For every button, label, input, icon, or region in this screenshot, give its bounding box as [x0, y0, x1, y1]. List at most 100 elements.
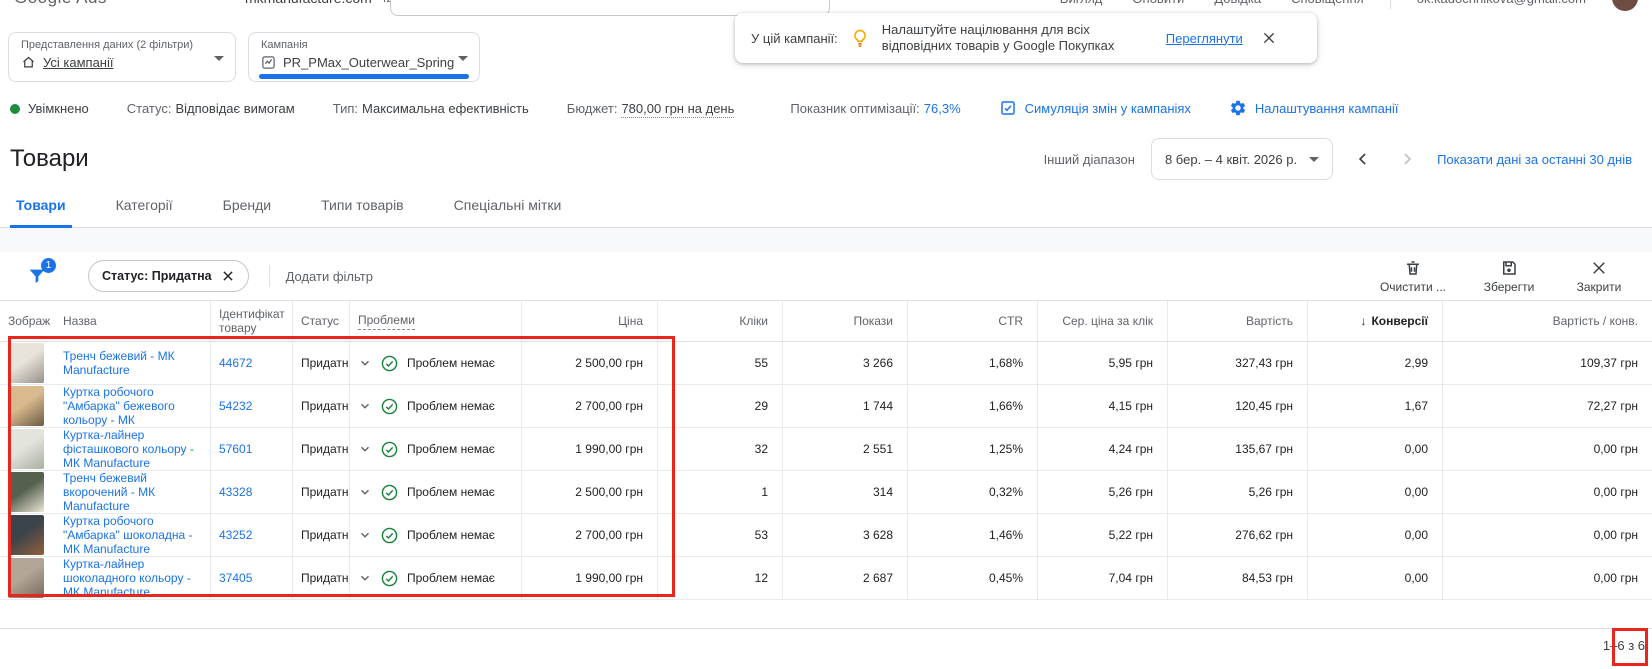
save-button[interactable]: Зберегти [1482, 259, 1536, 294]
table-row[interactable]: Тренч бежевий вкорочений - МК Manufactur… [0, 471, 1652, 514]
campaign-budget[interactable]: Бюджет: 780,00 грн на день [566, 100, 735, 118]
product-name-link[interactable]: Куртка-лайнер шоколадного кольору - МК M… [63, 557, 191, 599]
product-id-link[interactable]: 43252 [219, 528, 253, 542]
column-image[interactable]: Зображ [8, 314, 51, 328]
menu-view[interactable]: Вигляд [1060, 0, 1103, 6]
clear-filters-button[interactable]: Очистити ... [1380, 259, 1446, 294]
cost-per-conv-cell: 0,00 грн [1442, 514, 1652, 556]
check-circle-icon [381, 441, 398, 458]
enabled-status[interactable]: Увімкнено [10, 101, 89, 116]
product-id-link[interactable]: 37405 [219, 571, 253, 585]
chevron-down-icon[interactable] [358, 528, 372, 542]
chevron-down-icon [458, 56, 468, 61]
conversions-cell: 0,00 [1307, 557, 1442, 599]
chevron-down-icon[interactable] [358, 442, 372, 456]
avg-cpc-cell: 5,26 грн [1037, 471, 1167, 513]
column-avg-cpc[interactable]: Сер. ціна за клік [1037, 301, 1167, 341]
tab-custom-labels[interactable]: Спеціальні мітки [453, 197, 562, 213]
product-name-link[interactable]: Куртка-лайнер фісташкового кольору - МК … [63, 428, 194, 470]
column-clicks[interactable]: Кліки [657, 301, 782, 341]
check-circle-icon [381, 355, 398, 372]
status-cell: Придатна [292, 342, 349, 384]
issues-text: Проблем немає [407, 356, 495, 370]
product-id-link[interactable]: 57601 [219, 442, 253, 456]
avg-cpc-cell: 4,15 грн [1037, 385, 1167, 427]
tab-categories[interactable]: Категорії [115, 197, 173, 213]
close-button[interactable]: Закрити [1572, 259, 1626, 294]
chevron-down-icon[interactable] [358, 571, 372, 585]
product-status: Придатна [301, 399, 349, 413]
tab-products[interactable]: Товари [10, 197, 72, 228]
filter-funnel-icon[interactable]: 1 [26, 258, 56, 287]
column-ctr[interactable]: CTR [907, 301, 1037, 341]
column-cost-per-conv[interactable]: Вартість / конв. [1442, 301, 1652, 341]
chevron-down-icon[interactable] [358, 399, 372, 413]
status-cell: Придатна [292, 514, 349, 556]
tabs-bar: Товари Категорії Бренди Типи товарів Спе… [0, 181, 1652, 228]
image-cell [0, 428, 55, 470]
issues-cell: Проблем немає [349, 342, 521, 384]
avatar[interactable] [1612, 0, 1638, 11]
date-range-dropdown[interactable]: 8 бер. – 4 квіт. 2026 р. [1150, 138, 1334, 180]
google-ads-logo: Google Ads [14, 0, 219, 8]
campaign-icon [261, 55, 276, 70]
column-cost[interactable]: Вартість [1167, 301, 1307, 341]
table-row[interactable]: Куртка-лайнер фісташкового кольору - МК … [0, 428, 1652, 471]
product-id-link[interactable]: 44672 [219, 356, 253, 370]
campaign-type: Тип: Максимальна ефективність [332, 100, 529, 116]
id-cell: 44672 [210, 342, 292, 384]
search-input[interactable] [390, 0, 830, 16]
table-row[interactable]: Тренч бежевий - МК Manufacture 44672 При… [0, 342, 1652, 385]
pagination-label: 1–6 з 6 [1602, 638, 1645, 653]
status-filter-chip[interactable]: Статус: Придатна [88, 260, 249, 292]
chevron-down-icon[interactable] [358, 485, 372, 499]
banner-close-icon[interactable] [1261, 30, 1277, 46]
user-email[interactable]: ok.kadochnikova@gmail.com [1417, 0, 1586, 6]
campaign-selector[interactable]: Кампанія PR_PMax_Outerwear_Spring [248, 32, 480, 82]
filter-toolbar: 1 Статус: Придатна Додати фільтр Очистит… [0, 252, 1652, 300]
sort-arrow-icon: ↓ [1360, 314, 1367, 328]
column-impressions[interactable]: Покази [782, 301, 907, 341]
column-price[interactable]: Ціна [521, 301, 657, 341]
table-row[interactable]: Куртка робочого "Амбарка" шоколадна - МК… [0, 514, 1652, 557]
simulate-changes-link[interactable]: Симуляція змін у кампаніях [999, 99, 1191, 117]
add-filter-button[interactable]: Додати фільтр [268, 265, 373, 287]
product-name-link[interactable]: Тренч бежевий - МК Manufacture [63, 349, 175, 377]
column-conversions[interactable]: ↓ Конверсії [1307, 301, 1442, 341]
clicks-cell: 53 [657, 514, 782, 556]
table-row[interactable]: Куртка-лайнер шоколадного кольору - МК M… [0, 557, 1652, 600]
impressions-cell: 2 687 [782, 557, 907, 599]
banner-view-link[interactable]: Переглянути [1165, 30, 1243, 46]
campaign-value: PR_PMax_Outerwear_Spring [283, 55, 455, 70]
id-cell: 43252 [210, 514, 292, 556]
menu-help[interactable]: Довідка [1214, 0, 1261, 6]
product-name-link[interactable]: Куртка робочого "Амбарка" шоколадна - МК… [63, 514, 193, 556]
tab-product-types[interactable]: Типи товарів [321, 197, 404, 213]
cost-cell: 84,53 грн [1167, 557, 1307, 599]
table-body: Тренч бежевий - МК Manufacture 44672 При… [0, 342, 1652, 600]
column-product-id[interactable]: Ідентифікат товару [210, 301, 292, 341]
show-last-30-days-link[interactable]: Показати дані за останні 30 днів [1437, 151, 1632, 167]
data-view-selector[interactable]: Представлення даних (2 фільтри) Усі камп… [8, 32, 236, 82]
check-circle-icon [381, 398, 398, 415]
product-id-link[interactable]: 43328 [219, 485, 253, 499]
column-name[interactable]: Назва [63, 314, 97, 328]
campaign-settings-link[interactable]: Налаштування кампанії [1229, 99, 1398, 117]
column-status[interactable]: Статус [292, 301, 349, 341]
tab-brands[interactable]: Бренди [222, 197, 272, 213]
conversions-cell: 0,00 [1307, 514, 1442, 556]
product-id-link[interactable]: 54232 [219, 399, 253, 413]
chevron-down-icon[interactable] [358, 356, 372, 370]
menu-notifications[interactable]: Сповіщення [1291, 0, 1364, 6]
menu-refresh[interactable]: Оновити [1132, 0, 1184, 6]
chip-remove-icon[interactable] [221, 269, 235, 283]
table-row[interactable]: Куртка робочого "Амбарка" бежевого кольо… [0, 385, 1652, 428]
product-name-link[interactable]: Куртка робочого "Амбарка" бежевого кольо… [63, 385, 175, 427]
product-name-link[interactable]: Тренч бежевий вкорочений - МК Manufactur… [63, 471, 156, 513]
image-cell [0, 342, 55, 384]
next-period-button[interactable] [1393, 149, 1421, 169]
column-issues[interactable]: Проблеми [349, 301, 521, 341]
previous-period-button[interactable] [1349, 149, 1377, 169]
data-view-label: Представлення даних (2 фільтри) [21, 39, 194, 51]
product-thumbnail [8, 386, 44, 426]
